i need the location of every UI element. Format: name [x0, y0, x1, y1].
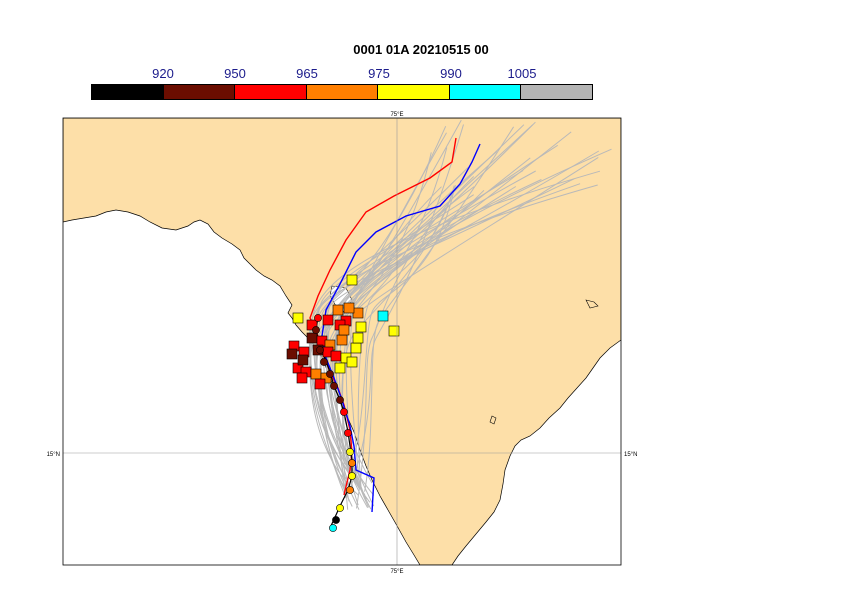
map-frame: [62, 117, 622, 566]
ensemble-track: [310, 178, 575, 484]
ensemble-marker: [355, 321, 367, 333]
colorbar-segment: [520, 85, 593, 99]
ensemble-marker: [343, 302, 355, 314]
ensemble-track: [341, 185, 456, 491]
track-marker: [326, 370, 334, 378]
colorbar-label: 965: [296, 66, 318, 81]
ensemble-marker: [292, 312, 304, 324]
track-marker: [312, 326, 320, 334]
ensemble-tracks: [308, 119, 612, 510]
ensemble-marker: [306, 332, 318, 344]
ensemble-track: [348, 124, 464, 494]
colorbar-segment: [377, 85, 449, 99]
track-marker: [346, 486, 354, 494]
ensemble-position-markers: [286, 274, 400, 390]
colorbar-segment: [92, 85, 163, 99]
ensemble-marker: [352, 307, 364, 319]
ensemble-track: [319, 150, 600, 491]
lat-label-right: 15°N: [624, 452, 637, 458]
ensemble-marker: [338, 324, 350, 336]
track-marker: [316, 346, 324, 354]
track-marker: [336, 504, 344, 512]
track-marker: [332, 516, 340, 524]
ensemble-marker: [346, 274, 358, 286]
track-marker: [330, 382, 338, 390]
ensemble-marker: [297, 354, 309, 366]
track-marker: [346, 448, 354, 456]
ensemble-marker: [320, 372, 332, 384]
track-marker: [348, 472, 356, 480]
pressure-colorbar: [91, 84, 593, 100]
island: [489, 415, 497, 425]
ensemble-marker: [286, 348, 298, 360]
ensemble-marker: [336, 334, 348, 346]
colorbar-segment: [448, 85, 521, 99]
track-marker: [320, 358, 328, 366]
ensemble-marker: [306, 319, 318, 331]
ensemble-marker: [322, 314, 334, 326]
ensemble-marker: [310, 368, 322, 380]
track-position-markers: [312, 314, 356, 532]
colorbar-segment: [234, 85, 306, 99]
ensemble-marker: [350, 342, 362, 354]
colorbar-segment: [162, 85, 235, 99]
track-marker: [348, 459, 356, 467]
colorbar-label: 1005: [507, 66, 537, 81]
ensemble-track: [350, 189, 485, 488]
ensemble-track: [308, 184, 598, 510]
ensemble-track: [333, 124, 534, 490]
lon-label-bottom: 75°E: [390, 569, 403, 575]
ensemble-track: [345, 191, 455, 485]
track-marker: [314, 314, 322, 322]
track-marker: [344, 429, 352, 437]
track-marker: [340, 408, 348, 416]
colorbar-segment: [305, 85, 378, 99]
island: [585, 299, 599, 309]
chart-title: 0001 01A 20210515 00: [353, 42, 489, 57]
ensemble-marker: [332, 304, 344, 316]
ensemble-marker: [314, 378, 326, 390]
ensemble-marker: [388, 325, 400, 337]
colorbar-label: 990: [440, 66, 462, 81]
colorbar-label: 975: [368, 66, 390, 81]
ensemble-marker: [352, 332, 364, 344]
colorbar-label: 920: [152, 66, 174, 81]
lon-label-top: 75°E: [390, 112, 403, 118]
ensemble-marker: [334, 362, 346, 374]
lat-label-left: 15°N: [47, 452, 60, 458]
ensemble-marker: [296, 372, 308, 384]
colorbar-label: 950: [224, 66, 246, 81]
track-marker: [336, 396, 344, 404]
ensemble-track: [356, 176, 475, 509]
ensemble-track: [357, 185, 455, 489]
ensemble-marker: [330, 350, 342, 362]
track-marker: [329, 524, 337, 532]
ensemble-marker: [377, 310, 389, 322]
ensemble-track: [327, 186, 475, 493]
ensemble-marker: [346, 356, 358, 368]
